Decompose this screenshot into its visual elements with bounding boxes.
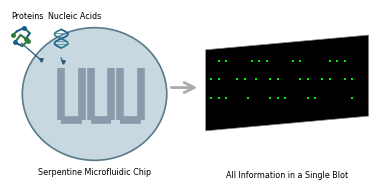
Polygon shape (206, 35, 369, 131)
Text: All Information in a Single Blot: All Information in a Single Blot (226, 171, 348, 180)
Text: Proteins: Proteins (11, 12, 43, 21)
Text: Nucleic Acids: Nucleic Acids (48, 12, 101, 21)
Ellipse shape (22, 28, 167, 160)
Text: Serpentine Microfluidic Chip: Serpentine Microfluidic Chip (38, 168, 151, 177)
